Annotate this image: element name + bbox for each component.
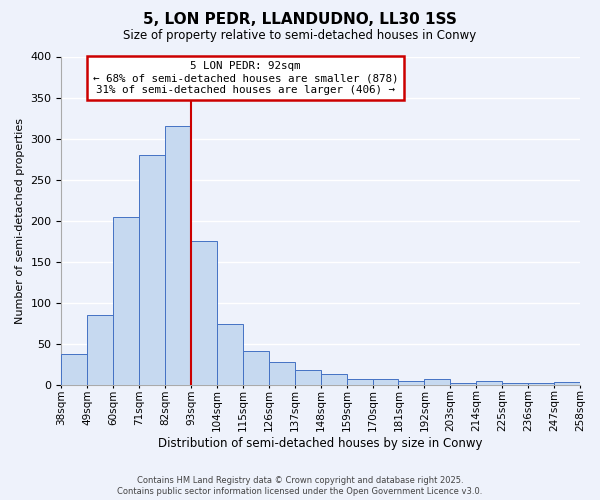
Text: Size of property relative to semi-detached houses in Conwy: Size of property relative to semi-detach… — [124, 29, 476, 42]
Text: Contains public sector information licensed under the Open Government Licence v3: Contains public sector information licen… — [118, 487, 482, 496]
Bar — [451, 382, 476, 385]
Bar — [243, 350, 269, 385]
Bar — [554, 382, 580, 385]
Text: Contains HM Land Registry data © Crown copyright and database right 2025.: Contains HM Land Registry data © Crown c… — [137, 476, 463, 485]
Bar — [165, 126, 191, 385]
Text: 5, LON PEDR, LLANDUDNO, LL30 1SS: 5, LON PEDR, LLANDUDNO, LL30 1SS — [143, 12, 457, 28]
Bar — [424, 378, 451, 385]
Bar — [295, 370, 321, 385]
Bar — [113, 216, 139, 385]
Text: 5 LON PEDR: 92sqm
← 68% of semi-detached houses are smaller (878)
31% of semi-de: 5 LON PEDR: 92sqm ← 68% of semi-detached… — [93, 62, 398, 94]
Bar — [88, 316, 113, 385]
Bar — [321, 374, 347, 385]
Bar — [373, 380, 398, 385]
Bar — [191, 242, 217, 385]
Bar — [61, 354, 88, 385]
Bar — [528, 382, 554, 385]
Bar — [502, 382, 528, 385]
Bar — [476, 381, 502, 385]
Bar — [217, 324, 243, 385]
Bar — [269, 362, 295, 385]
Bar — [347, 378, 373, 385]
Bar — [139, 155, 165, 385]
X-axis label: Distribution of semi-detached houses by size in Conwy: Distribution of semi-detached houses by … — [158, 437, 483, 450]
Bar — [398, 381, 424, 385]
Y-axis label: Number of semi-detached properties: Number of semi-detached properties — [15, 118, 25, 324]
